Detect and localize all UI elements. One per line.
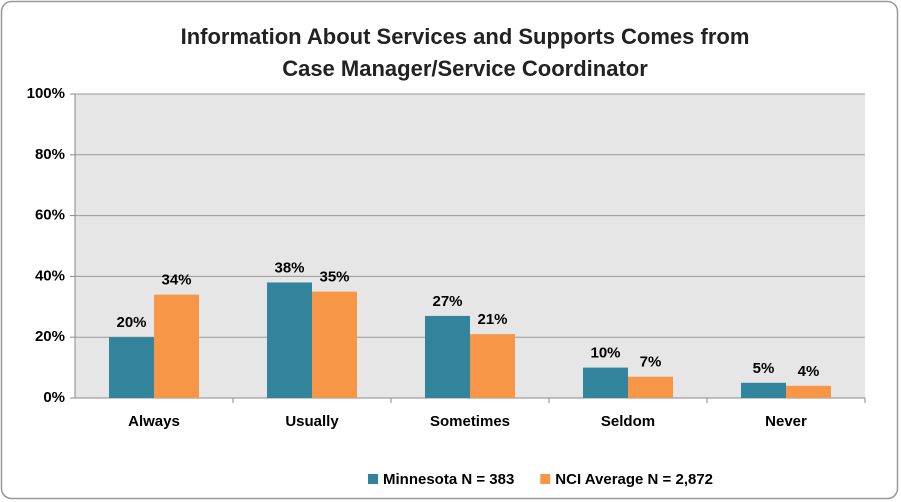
y-tick-label: 0% bbox=[43, 389, 65, 406]
data-label: 4% bbox=[798, 363, 820, 380]
y-tick-label: 20% bbox=[35, 328, 65, 345]
data-label: 7% bbox=[640, 354, 662, 371]
x-tick-label: Never bbox=[765, 413, 807, 430]
bar bbox=[425, 315, 470, 398]
bar bbox=[154, 294, 199, 398]
y-tick-label: 100% bbox=[27, 85, 65, 102]
bar bbox=[312, 291, 357, 398]
bar bbox=[741, 382, 786, 398]
bar bbox=[583, 367, 628, 398]
data-label: 20% bbox=[116, 314, 146, 331]
chart-title: Information About Services and Supports … bbox=[181, 24, 750, 49]
legend-swatch bbox=[540, 474, 551, 484]
y-tick-label: 40% bbox=[35, 267, 65, 284]
chart-title: Case Manager/Service Coordinator bbox=[282, 56, 648, 81]
y-tick-label: 60% bbox=[35, 207, 65, 224]
x-tick-label: Seldom bbox=[601, 413, 655, 430]
data-label: 34% bbox=[161, 272, 191, 289]
bar bbox=[628, 376, 673, 398]
data-label: 38% bbox=[274, 259, 304, 276]
data-label: 5% bbox=[753, 360, 775, 377]
bar bbox=[470, 334, 515, 398]
x-tick-label: Sometimes bbox=[430, 413, 510, 430]
x-tick-label: Usually bbox=[285, 413, 339, 430]
legend-label: NCI Average N = 2,872 bbox=[555, 471, 713, 488]
data-label: 35% bbox=[319, 269, 349, 286]
data-label: 10% bbox=[590, 345, 620, 362]
data-label: 27% bbox=[432, 293, 462, 310]
legend-label: Minnesota N = 383 bbox=[383, 471, 514, 488]
bar bbox=[109, 337, 154, 398]
legend-swatch bbox=[368, 474, 378, 484]
data-label: 21% bbox=[477, 311, 507, 328]
x-tick-label: Always bbox=[128, 413, 180, 430]
bar bbox=[267, 282, 312, 398]
bar bbox=[786, 385, 831, 398]
y-tick-label: 80% bbox=[35, 146, 65, 163]
